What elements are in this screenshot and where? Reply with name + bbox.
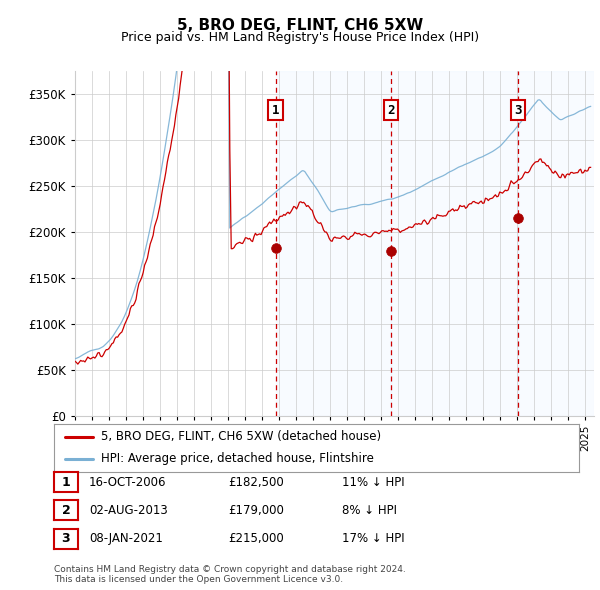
Text: Contains HM Land Registry data © Crown copyright and database right 2024.
This d: Contains HM Land Registry data © Crown c… [54,565,406,584]
Text: 16-OCT-2006: 16-OCT-2006 [89,476,166,489]
Text: 02-AUG-2013: 02-AUG-2013 [89,504,167,517]
Text: £179,000: £179,000 [228,504,284,517]
Text: 2: 2 [388,104,395,117]
Bar [518,71,594,416]
Text: 08-JAN-2021: 08-JAN-2021 [89,532,163,545]
Text: £215,000: £215,000 [228,532,284,545]
Text: 5, BRO DEG, FLINT, CH6 5XW (detached house): 5, BRO DEG, FLINT, CH6 5XW (detached hou… [101,430,382,443]
Text: 3: 3 [514,104,521,117]
Text: Price paid vs. HM Land Registry's House Price Index (HPI): Price paid vs. HM Land Registry's House … [121,31,479,44]
Text: 1: 1 [62,476,70,489]
Text: 2: 2 [62,504,70,517]
Text: HPI: Average price, detached house, Flintshire: HPI: Average price, detached house, Flin… [101,453,374,466]
Text: 5, BRO DEG, FLINT, CH6 5XW: 5, BRO DEG, FLINT, CH6 5XW [177,18,423,32]
Text: 11% ↓ HPI: 11% ↓ HPI [342,476,404,489]
Text: 1: 1 [272,104,280,117]
Bar [391,71,518,416]
Text: 3: 3 [62,532,70,545]
Bar [275,71,391,416]
Text: £182,500: £182,500 [228,476,284,489]
Text: 8% ↓ HPI: 8% ↓ HPI [342,504,397,517]
Text: 17% ↓ HPI: 17% ↓ HPI [342,532,404,545]
